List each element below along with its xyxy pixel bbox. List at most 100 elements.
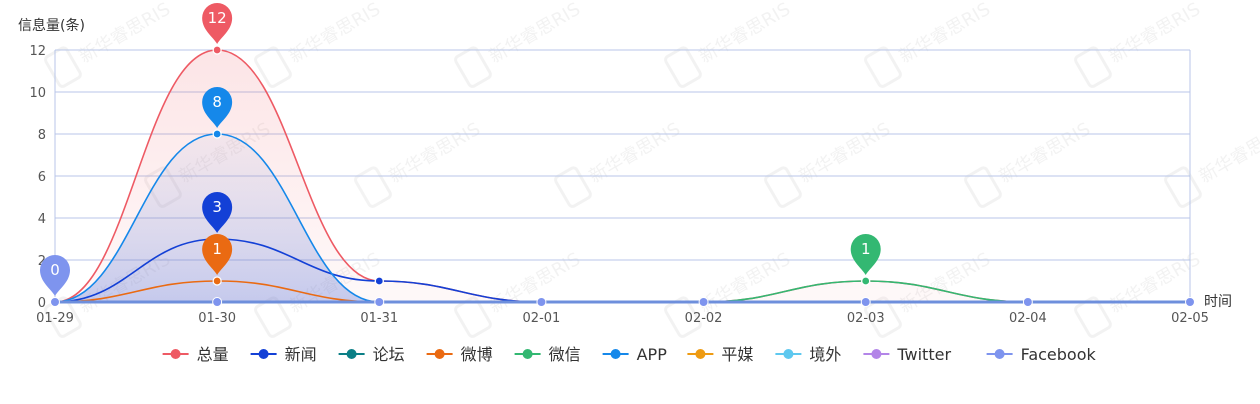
watermark: 新华睿思RIS [964,119,1094,208]
watermark-text: 新华睿思RIS [1196,119,1260,188]
watermark: 新华睿思RIS [764,119,894,208]
watermark-logo [1164,166,1202,208]
y-tick-label: 12 [29,44,46,59]
legend-symbol [258,349,269,359]
legend-symbol [346,349,357,359]
legend-item-微博: 微博 [426,345,493,364]
data-point-base [860,297,871,307]
legend-label: 微博 [461,345,493,364]
legend-item-境外: 境外 [775,345,841,364]
legend-label: APP [637,345,668,364]
watermark-text: 新华睿思RIS [386,119,484,188]
x-tick-label: 01-29 [36,311,74,326]
legend-item-平媒: 平媒 [687,345,753,364]
watermark-logo [1074,46,1112,88]
pin-label: 8 [212,93,222,111]
legend-label: Facebook [1021,345,1097,364]
legend-symbol [170,349,181,359]
watermark-text: 新华睿思RIS [796,119,894,188]
watermark-text: 新华睿思RIS [696,249,794,318]
watermark-logo [254,46,292,88]
legend: 总量 新闻 论坛 微博 微信 APP 平媒 境外 Twitter Facebook [162,345,1097,364]
data-point-base [50,297,60,307]
watermark-text: 新华睿思RIS [996,119,1094,188]
data-point-新闻 [374,276,384,286]
pin-label: 12 [208,9,227,27]
x-tick-label: 02-02 [685,311,723,326]
x-tick-label: 02-04 [1009,311,1047,326]
x-axis-title: 时间 [1204,294,1232,310]
legend-item-总量: 总量 [162,345,229,364]
y-tick-label: 6 [38,170,46,185]
watermark-text: 新华睿思RIS [486,0,584,68]
pin-label: 1 [861,240,871,258]
watermark: 新华睿思RIS [864,0,994,88]
legend-item-Twitter: Twitter [863,345,951,364]
data-point-base [698,297,709,307]
data-point-总量 [212,45,222,55]
y-tick-label: 4 [38,212,46,227]
data-point-base [1022,297,1033,307]
watermark: 新华睿思RIS [664,0,794,88]
data-point-微博 [212,276,222,286]
watermark-logo [354,166,392,208]
watermark-text: 新华睿思RIS [896,0,994,68]
pin-marker [202,192,233,233]
y-tick-label: 10 [29,86,46,101]
pin-label: 1 [212,240,222,258]
watermark: 新华睿思RIS [44,0,174,88]
legend-item-Facebook: Facebook [986,345,1097,364]
legend-symbol [434,349,445,359]
watermark-text: 新华睿思RIS [586,119,684,188]
y-tick-label: 0 [38,296,46,311]
peak-pin-微博: 1 [202,234,233,275]
watermark: 新华睿思RIS [354,119,484,208]
legend-label: 总量 [197,345,229,364]
data-point-微信 [861,276,871,286]
watermark: 新华睿思RIS [554,119,684,208]
legend-item-新闻: 新闻 [250,345,317,364]
data-point-base [536,297,547,307]
legend-label: 境外 [809,345,841,364]
x-tick-label: 02-01 [523,311,561,326]
x-tick-label: 02-05 [1171,311,1209,326]
peak-pin-微信: 1 [850,234,881,275]
legend-label: 微信 [549,345,581,364]
watermark-text: 新华睿思RIS [1106,249,1204,318]
y-tick-label: 2 [38,254,46,269]
peak-pin-总量: 12 [202,3,233,44]
pin-marker [40,255,70,296]
watermark-text: 新华睿思RIS [1106,0,1204,68]
watermark-text: 新华睿思RIS [696,0,794,68]
pin-layer: 12 3 1 1 8 0 [40,3,881,296]
watermark: 新华睿思RIS [454,0,584,88]
legend-item-微信: 微信 [514,345,581,364]
watermark-logo [764,166,802,208]
legend-label: 平媒 [721,345,753,364]
watermark-logo [44,46,82,88]
data-point-APP [212,129,222,139]
watermark-logo [864,46,902,88]
x-tick-label: 01-31 [360,311,398,326]
legend-label: Twitter [896,345,951,364]
pin-marker [202,234,233,275]
watermark: 新华睿思RIS [454,249,584,338]
legend-item-论坛: 论坛 [338,345,405,364]
watermark-logo [554,166,592,208]
watermark-text: 新华睿思RIS [486,249,584,318]
watermark-logo [964,166,1002,208]
watermark-logo [664,46,702,88]
pin-marker [850,234,881,275]
watermark-logo [454,46,492,88]
watermark: 新华睿思RIS [1074,0,1204,88]
legend-symbol [783,349,794,359]
pin-label: 0 [50,261,60,279]
watermark-text: 新华睿思RIS [76,0,174,68]
pin-marker [202,87,233,128]
data-point-base [1185,297,1195,307]
data-point-base [374,297,385,307]
watermark-text: 新华睿思RIS [896,249,994,318]
